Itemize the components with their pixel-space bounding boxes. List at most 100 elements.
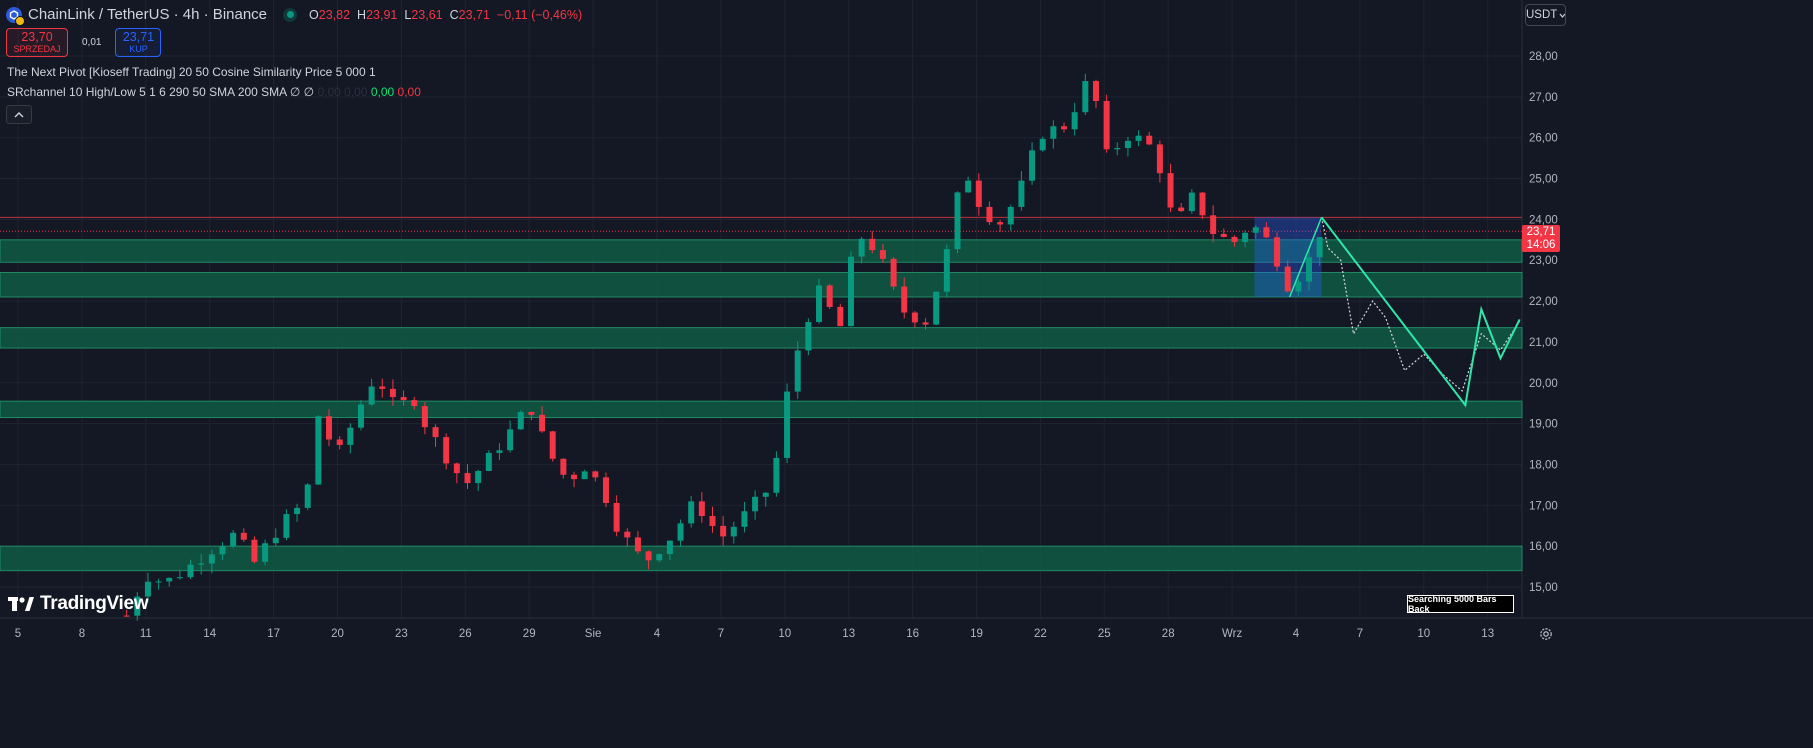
price-axis-label: 22,00 [1529,296,1558,308]
time-axis-label: 14 [203,628,216,640]
candle-body [645,551,652,561]
candle-body [1252,227,1259,233]
candle-body [176,577,183,579]
candle-body [155,581,162,583]
candle-body [208,554,215,564]
srchannel-symbols: ∅ ∅ [289,85,315,99]
candle-body [1242,232,1249,242]
time-axis-label: 4 [654,628,661,640]
time-axis-label: 20 [331,628,344,640]
price-axis-label: 21,00 [1529,337,1558,349]
candle-body [528,411,535,415]
candle-body [1263,227,1270,238]
candle-body [379,386,386,389]
candle-body [720,525,727,537]
candle-body [304,484,311,508]
candle-body [837,306,844,327]
ohlc-key: O [309,7,319,22]
market-open-indicator-icon [283,7,298,22]
price-axis[interactable]: 28,00 27,00 26,00 25,00 24,00 23,00 22,00 21,00… [1529,51,1558,594]
sr-zone [0,271,1523,298]
candle-body [315,416,322,485]
ohlc-value: −0,11 (−0,46%) [496,7,583,22]
time-axis-label: 19 [970,628,983,640]
ohlc-value: 23,71 [458,7,490,22]
candle-body [1135,135,1142,141]
candle-body [1284,266,1291,292]
time-axis-label: 5 [15,628,21,640]
time-axis-label: 10 [1417,628,1430,640]
candle-body [1274,237,1281,267]
price-axis-label: 28,00 [1529,51,1558,63]
candle-body [1103,101,1110,150]
candle-body [709,516,716,526]
candle-body [1146,135,1153,145]
candle-body [326,416,333,440]
candle-body [1114,148,1121,150]
candle-body [656,554,663,561]
candle-body [730,526,737,537]
candle-body [1199,192,1206,216]
candle-body [1071,112,1078,130]
srchannel-red-value: 0,00 [397,85,421,99]
candle-body [677,523,684,541]
candle-body [943,249,950,292]
projection-lead-line [1288,217,1323,298]
candle-body [539,414,546,432]
currency-select[interactable]: USDT [1525,4,1566,26]
price-axis-label: 16,00 [1529,541,1558,553]
candle-body [549,431,556,459]
candle-body [954,192,961,250]
price-lines [0,216,1522,232]
candle-body [688,501,695,524]
last-price-value: 23,71 [1526,225,1556,238]
candle-body [666,540,673,555]
price-axis-label: 25,00 [1529,174,1558,186]
pivot-projection [1288,216,1521,408]
price-axis-label: 23,00 [1529,255,1558,267]
gear-icon[interactable] [1538,626,1554,642]
candle-body [847,256,854,327]
candle-body [1306,257,1313,282]
last-price-badge: 23,71 14:06 [1522,225,1560,252]
sell-button[interactable]: 23,70 SPRZEDAJ [6,28,68,57]
collapse-indicators-button[interactable] [6,105,32,124]
candle-body [262,543,269,562]
indicator-srchannel[interactable]: SRchannel 10 High/Low 5 1 6 290 50 SMA 2… [7,85,421,99]
candle-body [1188,192,1195,212]
candle-body [1007,206,1014,225]
time-axis-label: 13 [1481,628,1494,640]
ohlc-item: H23,91 [357,8,397,22]
sr-zone [0,327,1523,349]
candle-body [240,532,247,540]
price-axis-label: 15,00 [1529,582,1558,594]
price-axis-label: 24,00 [1529,214,1558,226]
candle-body [613,502,620,532]
candle-body [634,537,641,552]
candle-body [198,563,205,565]
candle-body [453,463,460,474]
candle-body [773,457,780,493]
candle-body [1061,126,1068,130]
candle-body [975,180,982,207]
candle-body [1050,126,1057,139]
sell-label: SPRZEDAJ [13,43,61,54]
bar-countdown: 14:06 [1526,238,1556,251]
time-axis[interactable]: 5 8 11 14 17 20 23 26 29 Sie 4 7 10 13 16 19 22 25 28 Wrz 4 7… [15,628,1494,640]
price-axis-label: 18,00 [1529,459,1558,471]
candle-body [411,400,418,407]
ohlc-values: O23,82 H23,91 L23,61 C23,71 −0,11 (−0,46%) [309,8,582,22]
buy-price: 23,71 [122,29,155,44]
indicator-next-pivot[interactable]: The Next Pivot [Kioseff Trading] 20 50 C… [7,65,376,79]
candle-body [1220,233,1227,237]
candle-body [230,532,237,547]
symbol-title[interactable]: ChainLink / TetherUS · 4h · Binance [28,6,268,23]
buy-button[interactable]: 23,71 KUP [115,28,162,57]
tradingview-logo[interactable]: TradingView [8,593,149,615]
candle-body [368,386,375,405]
candle-body [794,350,801,392]
srchannel-label: SRchannel 10 High/Low 5 1 6 290 50 SMA 2… [7,85,287,99]
candle-body [283,514,290,538]
candle-body [826,285,833,307]
